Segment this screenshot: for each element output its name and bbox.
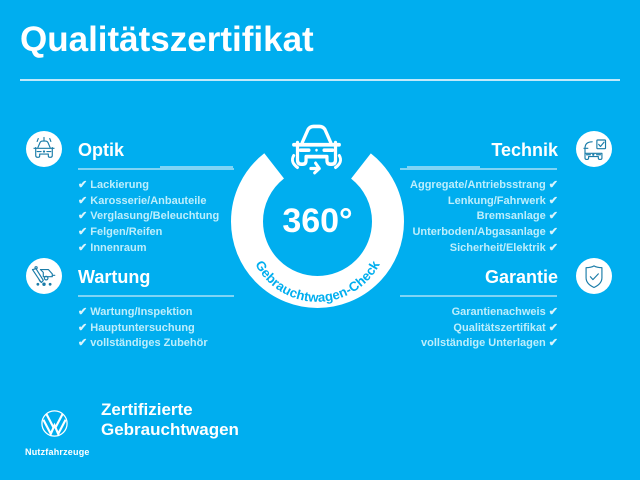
svg-text:360°: 360° xyxy=(282,202,352,240)
